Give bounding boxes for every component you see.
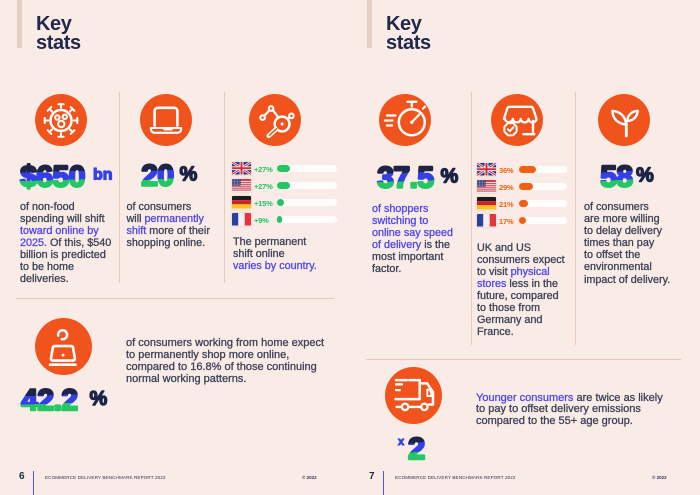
- svg-text:42.2: 42.2: [21, 384, 77, 416]
- svg-text:%: %: [180, 163, 198, 185]
- svg-text:bn: bn: [93, 166, 113, 183]
- svg-text:$650: $650: [20, 160, 85, 192]
- svg-text:%: %: [636, 164, 654, 186]
- svg-text:20: 20: [141, 159, 173, 191]
- svg-text:x: x: [398, 436, 405, 448]
- svg-text:37.5: 37.5: [377, 162, 433, 194]
- svg-text:%: %: [441, 166, 459, 188]
- svg-text:58: 58: [600, 160, 632, 192]
- svg-text:2: 2: [408, 431, 425, 462]
- svg-text:%: %: [90, 388, 108, 410]
